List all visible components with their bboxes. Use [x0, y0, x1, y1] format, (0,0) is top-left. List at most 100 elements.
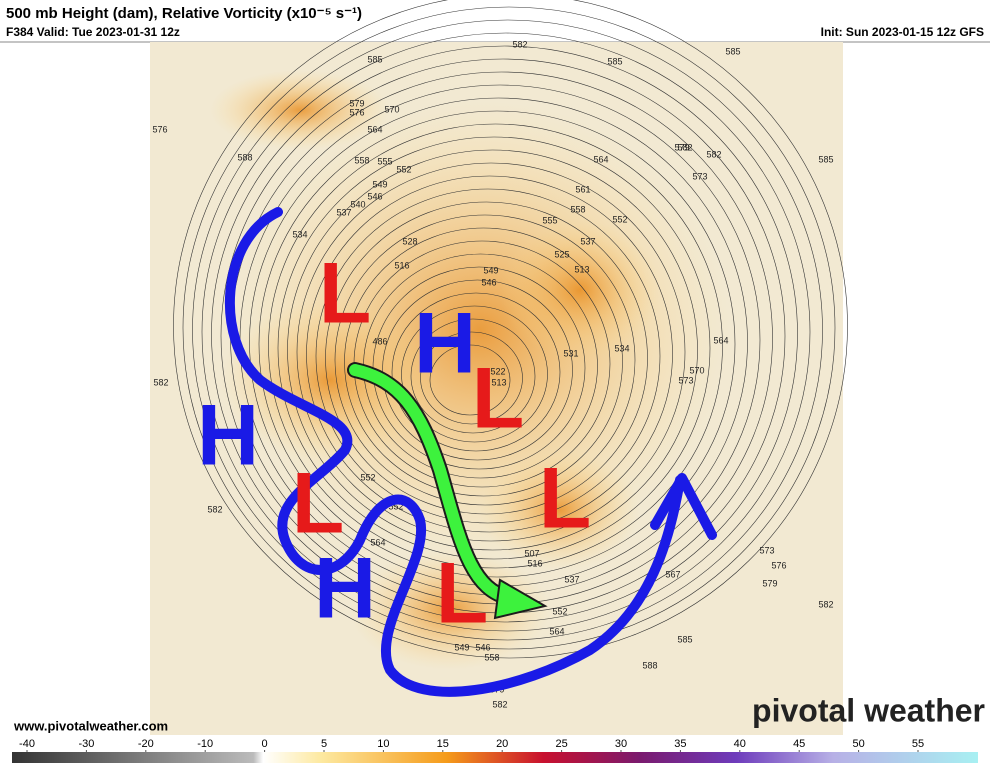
contour-label: 579 — [762, 578, 777, 588]
contour-label: 555 — [542, 215, 557, 225]
contour-label: 540 — [350, 199, 365, 209]
contour-label: 486 — [372, 336, 387, 346]
contour-label: 513 — [574, 264, 589, 274]
contour-label: 525 — [554, 249, 569, 259]
green-arrow — [349, 364, 516, 604]
colorbar-ramp — [12, 752, 978, 763]
contour-label: 561 — [575, 184, 590, 194]
contour-line — [296, 162, 686, 542]
contour-line — [173, 0, 848, 659]
contour-label: 546 — [367, 191, 382, 201]
contour-line — [401, 305, 548, 443]
contour-label: 549 — [454, 642, 469, 652]
contour-label: 552 — [360, 472, 375, 482]
colorbar-tick-label: 55 — [912, 738, 924, 750]
contour-label: 576 — [771, 560, 786, 570]
contour-label: 582 — [492, 699, 507, 709]
pressure-center-label: H — [197, 388, 259, 484]
contour-line — [306, 175, 673, 533]
contour-label: 585 — [607, 56, 622, 66]
pressure-center-label: L — [319, 246, 372, 342]
contour-label: 552 — [396, 164, 411, 174]
contour-line — [182, 6, 836, 650]
init-time: Init: Sun 2023-01-15 12z GFS — [821, 25, 984, 39]
contour-label: 534 — [292, 229, 307, 239]
valid-time: F384 Valid: Tue 2023-01-31 12z — [6, 25, 180, 39]
contour-line — [410, 318, 536, 434]
colorbar-tick-label: 45 — [793, 738, 805, 750]
colorbar-tick-label: -30 — [78, 738, 94, 750]
contour-label: 522 — [490, 366, 505, 376]
contour-label: 585 — [677, 634, 692, 644]
contour-label: 564 — [549, 626, 564, 636]
title: 500 mb Height (dam), Relative Vorticity … — [6, 5, 362, 22]
contour-line — [277, 136, 711, 560]
contour-label: 552 — [552, 606, 567, 616]
contour-label: 558 — [354, 155, 369, 165]
contour-line — [192, 19, 823, 641]
contour-label: 564 — [593, 154, 608, 164]
contour-line — [258, 110, 736, 578]
colorbar-tick-label: 40 — [734, 738, 746, 750]
contour-label: 582 — [706, 149, 721, 159]
contour-line — [382, 279, 573, 461]
contour-line — [391, 292, 561, 452]
pressure-center-label: H — [414, 296, 476, 392]
vorticity-field — [480, 450, 640, 570]
colorbar-tick-label: 5 — [321, 738, 327, 750]
colorbar-tick-label: 10 — [377, 738, 389, 750]
colorbar-tick-label: 35 — [674, 738, 686, 750]
colorbar-tick-label: -10 — [197, 738, 213, 750]
contour-label: 570 — [689, 365, 704, 375]
blue-arrow — [224, 207, 685, 697]
colorbar-tick-label: -20 — [138, 738, 154, 750]
contour-label: 546 — [475, 642, 490, 652]
pressure-center-label: H — [314, 541, 376, 637]
contour-label: 567 — [665, 569, 680, 579]
contour-line — [201, 32, 811, 632]
brand: pivotal weather — [752, 692, 985, 728]
contour-label: 552 — [612, 214, 627, 224]
contour-label: 516 — [527, 558, 542, 568]
contour-label: 558 — [484, 652, 499, 662]
contour-label: 564 — [370, 537, 385, 547]
contour-line — [429, 344, 511, 416]
contour-label: 549 — [483, 265, 498, 275]
vorticity-field — [210, 70, 390, 150]
contour-label: 582 — [677, 142, 692, 152]
pressure-center-label: L — [472, 351, 525, 447]
colorbar-tick-label: -40 — [19, 738, 35, 750]
contour-line — [315, 188, 661, 524]
contour-label: 552 — [388, 501, 403, 511]
contour-label: 573 — [678, 375, 693, 385]
contour-label: 576 — [349, 107, 364, 117]
contour-line — [420, 331, 523, 425]
contour-label: 546 — [481, 277, 496, 287]
contour-label: 549 — [372, 179, 387, 189]
contour-label: 537 — [580, 236, 595, 246]
colorbar-tick-label: 20 — [496, 738, 508, 750]
colorbar-tick-label: 0 — [262, 738, 268, 750]
contour-label: 573 — [759, 545, 774, 555]
contour-label: 585 — [725, 46, 740, 56]
contour-label: 588 — [642, 660, 657, 670]
footer-url: www.pivotalweather.com — [13, 718, 168, 733]
contour-label: 507 — [524, 548, 539, 558]
contour-labels: 582 585 585 585 588 579 576 570 564 558 555 552 549 5… — [152, 39, 833, 709]
colorbar-tick-label: 15 — [437, 738, 449, 750]
map: 582 585 585 585 588 579 576 570 564 558 555 552 549 5… — [150, 0, 848, 735]
contour-label: 531 — [563, 348, 578, 358]
contour-label: 513 — [491, 377, 506, 387]
contour-label: 534 — [614, 343, 629, 353]
contour-label: 537 — [336, 207, 351, 217]
colorbar-tick-label: 50 — [852, 738, 864, 750]
contour-label: 564 — [713, 335, 728, 345]
pressure-center-label: L — [436, 546, 489, 642]
colorbar-tick-label: 25 — [555, 738, 567, 750]
contour-line — [287, 149, 698, 551]
pressure-center-label: L — [292, 456, 345, 552]
contour-label: 579 — [674, 142, 689, 152]
contour-label: 570 — [384, 104, 399, 114]
